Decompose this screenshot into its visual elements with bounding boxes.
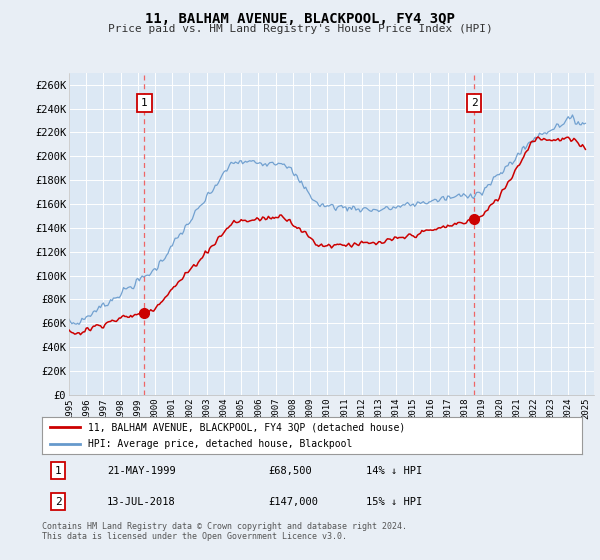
Text: 1: 1 — [141, 97, 148, 108]
Text: 13-JUL-2018: 13-JUL-2018 — [107, 497, 176, 507]
Text: 1: 1 — [55, 466, 62, 476]
Text: 15% ↓ HPI: 15% ↓ HPI — [366, 497, 422, 507]
Text: 11, BALHAM AVENUE, BLACKPOOL, FY4 3QP (detached house): 11, BALHAM AVENUE, BLACKPOOL, FY4 3QP (d… — [88, 422, 405, 432]
Text: 2: 2 — [470, 97, 478, 108]
Text: Price paid vs. HM Land Registry's House Price Index (HPI): Price paid vs. HM Land Registry's House … — [107, 24, 493, 34]
Text: 14% ↓ HPI: 14% ↓ HPI — [366, 466, 422, 476]
Text: Contains HM Land Registry data © Crown copyright and database right 2024.
This d: Contains HM Land Registry data © Crown c… — [42, 522, 407, 542]
Text: 2: 2 — [55, 497, 62, 507]
Text: 21-MAY-1999: 21-MAY-1999 — [107, 466, 176, 476]
Text: 11, BALHAM AVENUE, BLACKPOOL, FY4 3QP: 11, BALHAM AVENUE, BLACKPOOL, FY4 3QP — [145, 12, 455, 26]
Text: £147,000: £147,000 — [269, 497, 319, 507]
Text: £68,500: £68,500 — [269, 466, 313, 476]
Text: HPI: Average price, detached house, Blackpool: HPI: Average price, detached house, Blac… — [88, 439, 352, 449]
